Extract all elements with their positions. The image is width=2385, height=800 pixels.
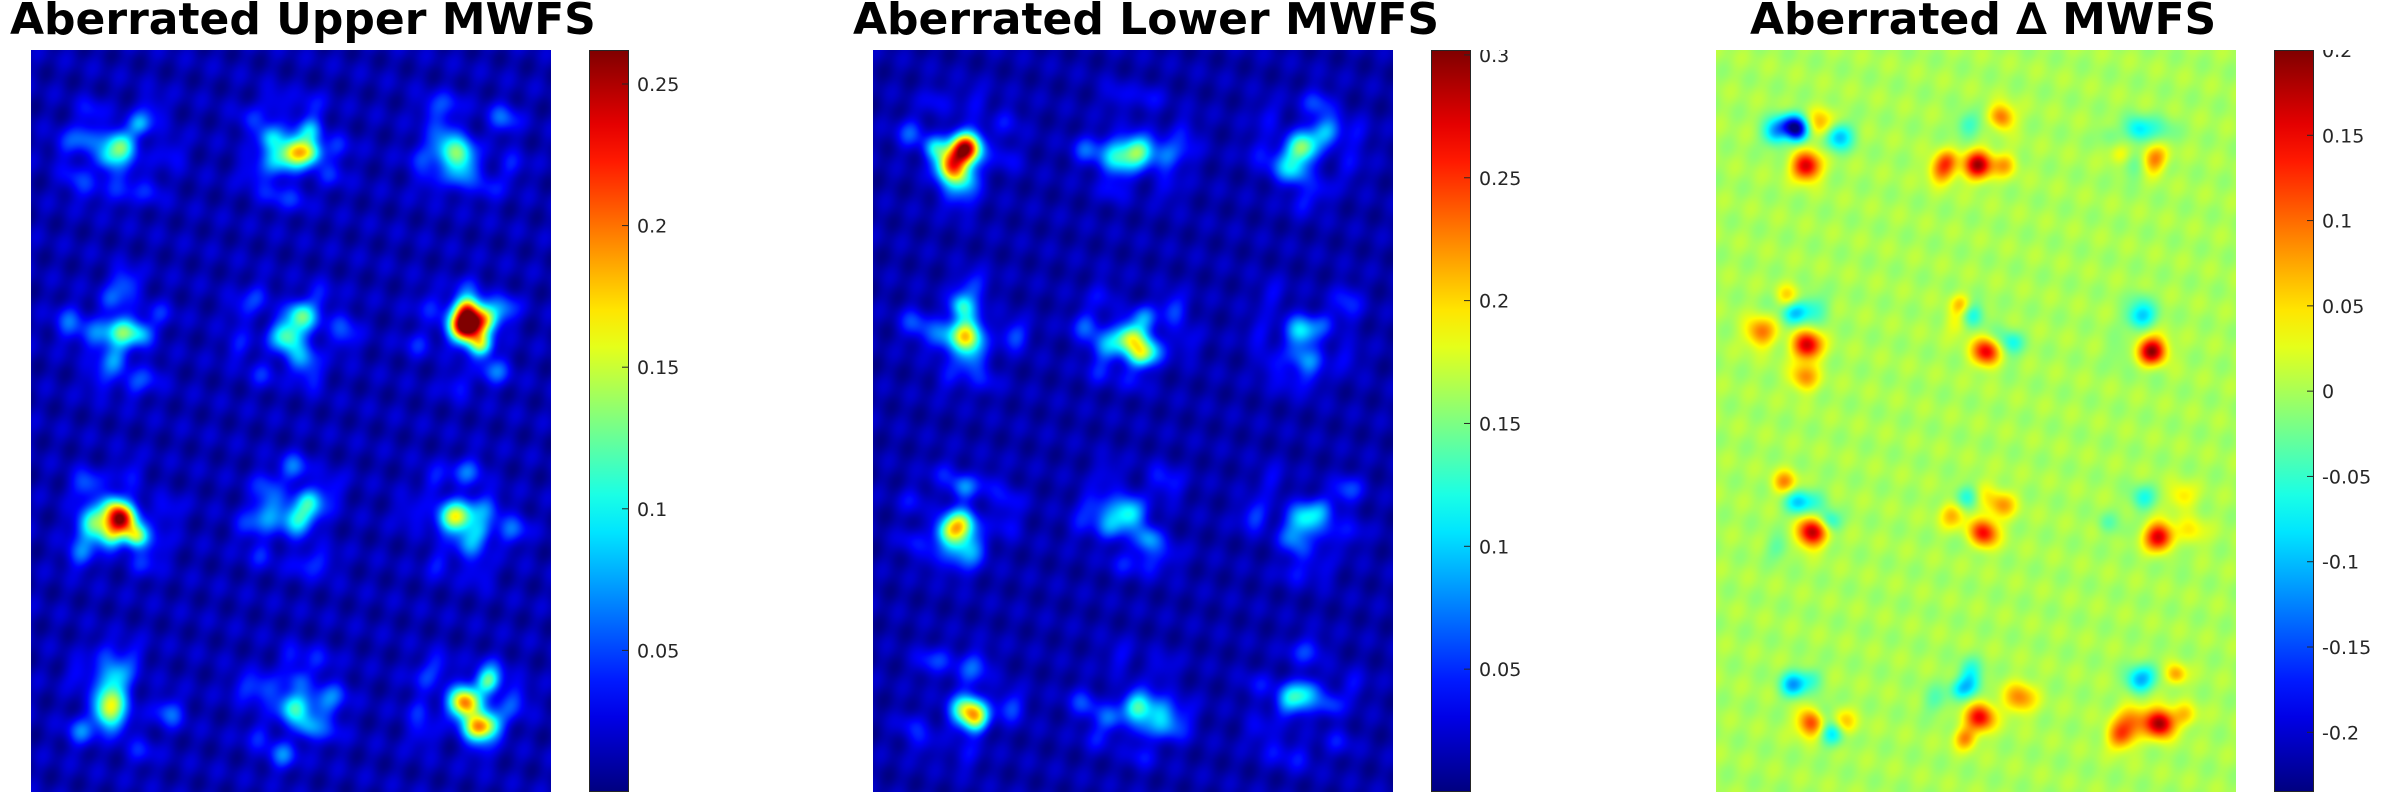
colorbar-tick-label: 0.25 [1479,168,1521,190]
colorbar-gradient [1431,50,1471,792]
colorbar-tick-label: 0.05 [637,640,679,662]
colorbar-tick-label: 0.05 [2322,296,2364,318]
colorbar-tick-label: 0.2 [637,216,667,238]
panel-lower-mwfs: Aberrated Lower MWFS 0.05 0.1 0.15 0.2 0.25 0… [840,0,1600,800]
colorbar-tick-label: 0.1 [637,499,667,521]
colorbar-tick-label: -0.15 [2322,637,2371,659]
colorbar-upper: 0.05 0.1 0.15 0.2 0.25 [589,50,679,792]
colorbar-gradient [589,50,629,792]
heatmap-delta [1716,50,2236,792]
colorbar-tick-label: 0.2 [1479,291,1509,313]
colorbar-delta: -0.2 -0.15 -0.1 -0.05 0 0.05 0.1 0.15 0.2 [2274,50,2371,792]
panel-upper-mwfs: Aberrated Upper MWFS 0.05 0.1 0.15 0.2 0.25 [0,0,760,800]
colorbar-tick-label: -0.2 [2322,722,2359,744]
colorbar-tick-label: 0.15 [2322,125,2364,147]
colorbar-tick-label: 0.1 [2322,211,2352,233]
heatmap-lower [873,50,1393,792]
colorbar-tick-label: 0.2 [2322,50,2352,62]
colorbar-tick-label: 0.15 [1479,413,1521,435]
panel-delta-mwfs: Aberrated ∆ MWFS -0.2 -0.15 -0.1 -0.05 0 0.05… [1680,0,2385,800]
colorbar-tick-label: 0.1 [1479,536,1509,558]
colorbar-gradient [2274,50,2314,792]
colorbar-tick-label: 0 [2322,381,2334,403]
chart-title-upper: Aberrated Upper MWFS [10,0,596,45]
colorbar-tick-label: -0.1 [2322,552,2359,574]
heatmap-upper [31,50,551,792]
colorbar-tick-label: 0.3 [1479,50,1509,67]
chart-title-lower: Aberrated Lower MWFS [853,0,1440,45]
colorbar-tick-label: 0.15 [637,357,679,379]
colorbar-tick-label: 0.05 [1479,659,1521,681]
colorbar-tick-label: -0.05 [2322,466,2371,488]
colorbar-tick-label: 0.25 [637,74,679,96]
colorbar-lower: 0.05 0.1 0.15 0.2 0.25 0.3 [1431,50,1521,792]
chart-title-delta: Aberrated ∆ MWFS [1750,0,2217,45]
